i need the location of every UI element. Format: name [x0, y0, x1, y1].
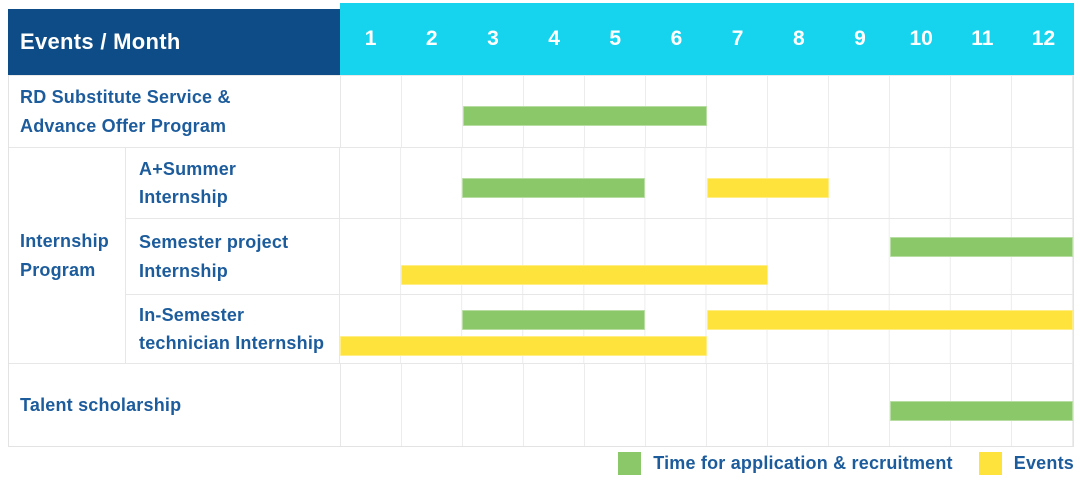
subrow-label-line: technician Internship [139, 333, 325, 353]
legend-item-event: Events [978, 452, 1074, 475]
month-header-10: 10 [909, 27, 933, 50]
timeline-cell [341, 364, 1073, 446]
timeline-cell [340, 219, 1073, 294]
application-recruitment-bar [462, 177, 646, 198]
timeline-cell [340, 148, 1073, 218]
subrow-label: A+Summer Internship [126, 148, 340, 218]
month-header-6: 6 [670, 27, 683, 50]
legend-label: Time for application & recruitment [653, 453, 953, 473]
month-header-3: 3 [487, 27, 499, 50]
group-rows: A+Summer Internship Semester project Intern… [126, 148, 1073, 363]
event-bar [706, 177, 829, 198]
month-header-7: 7 [731, 27, 744, 50]
legend-swatch-application [618, 452, 642, 475]
group-label-line: Program [20, 259, 96, 280]
timeline-cell [341, 76, 1073, 147]
row-label-line: Talent scholarship [20, 394, 182, 415]
application-recruitment-bar [462, 310, 646, 331]
month-header-4: 4 [548, 27, 560, 50]
subrow-label: Semester project Internship [126, 219, 340, 294]
timeline-cell [340, 295, 1073, 363]
month-header-11: 11 [971, 27, 994, 50]
table-title: Events / Month [20, 29, 181, 54]
row-label: Talent scholarship [9, 364, 341, 446]
month-header-2: 2 [425, 27, 438, 50]
application-recruitment-bar [889, 236, 1073, 257]
application-recruitment-bar [890, 400, 1073, 421]
subrow-label-line: In-Semester [139, 304, 245, 325]
events-month-table: Events / Month 1 2 3 4 5 6 7 8 9 10 11 12 RD Substi… [8, 3, 1074, 447]
table-subrow: In-Semester technician Internship [126, 295, 1073, 363]
subrow-label-line: Semester project [139, 232, 289, 253]
header-months-band: 1 2 3 4 5 6 7 8 9 10 11 12 [340, 3, 1074, 75]
table-subrow: Semester project Internship [126, 219, 1073, 295]
table-header-row: Events / Month 1 2 3 4 5 6 7 8 9 10 11 12 [8, 3, 1074, 75]
application-recruitment-bar [463, 106, 707, 127]
table-body: RD Substitute Service & Advance Offer Pro… [8, 75, 1074, 447]
table-row-group: Internship Program A+Summer Internship Semes… [9, 148, 1073, 364]
subrow-label-line: Internship [139, 260, 229, 281]
row-label-line: Advance Offer Program [20, 115, 227, 136]
table-row: Talent scholarship [9, 364, 1073, 446]
subrow-label: In-Semester technician Internship [126, 295, 340, 363]
month-header-12: 12 [1031, 27, 1056, 50]
event-bar [401, 265, 768, 286]
month-header-9: 9 [854, 27, 866, 50]
legend-item-application: Time for application & recruitment [618, 452, 953, 475]
header-events-month-cell: Events / Month [8, 9, 340, 75]
table-subrow: A+Summer Internship [126, 148, 1073, 219]
event-bar [340, 336, 707, 356]
group-label-line: Internship [20, 231, 110, 252]
row-label-line: RD Substitute Service & [20, 87, 231, 108]
month-header-1: 1 [364, 27, 377, 50]
subrow-label-line: Internship [139, 187, 229, 207]
group-label: Internship Program [9, 148, 126, 363]
legend-swatch-event [978, 452, 1002, 475]
event-bar [706, 310, 1073, 331]
month-header-5: 5 [609, 27, 622, 50]
subrow-label-line: A+Summer [139, 158, 237, 179]
row-label: RD Substitute Service & Advance Offer Pro… [9, 76, 341, 147]
table-row: RD Substitute Service & Advance Offer Pro… [9, 76, 1073, 148]
legend: Time for application & recruitment Events [8, 452, 1074, 475]
month-header-8: 8 [792, 27, 805, 50]
legend-label: Events [1013, 453, 1074, 473]
